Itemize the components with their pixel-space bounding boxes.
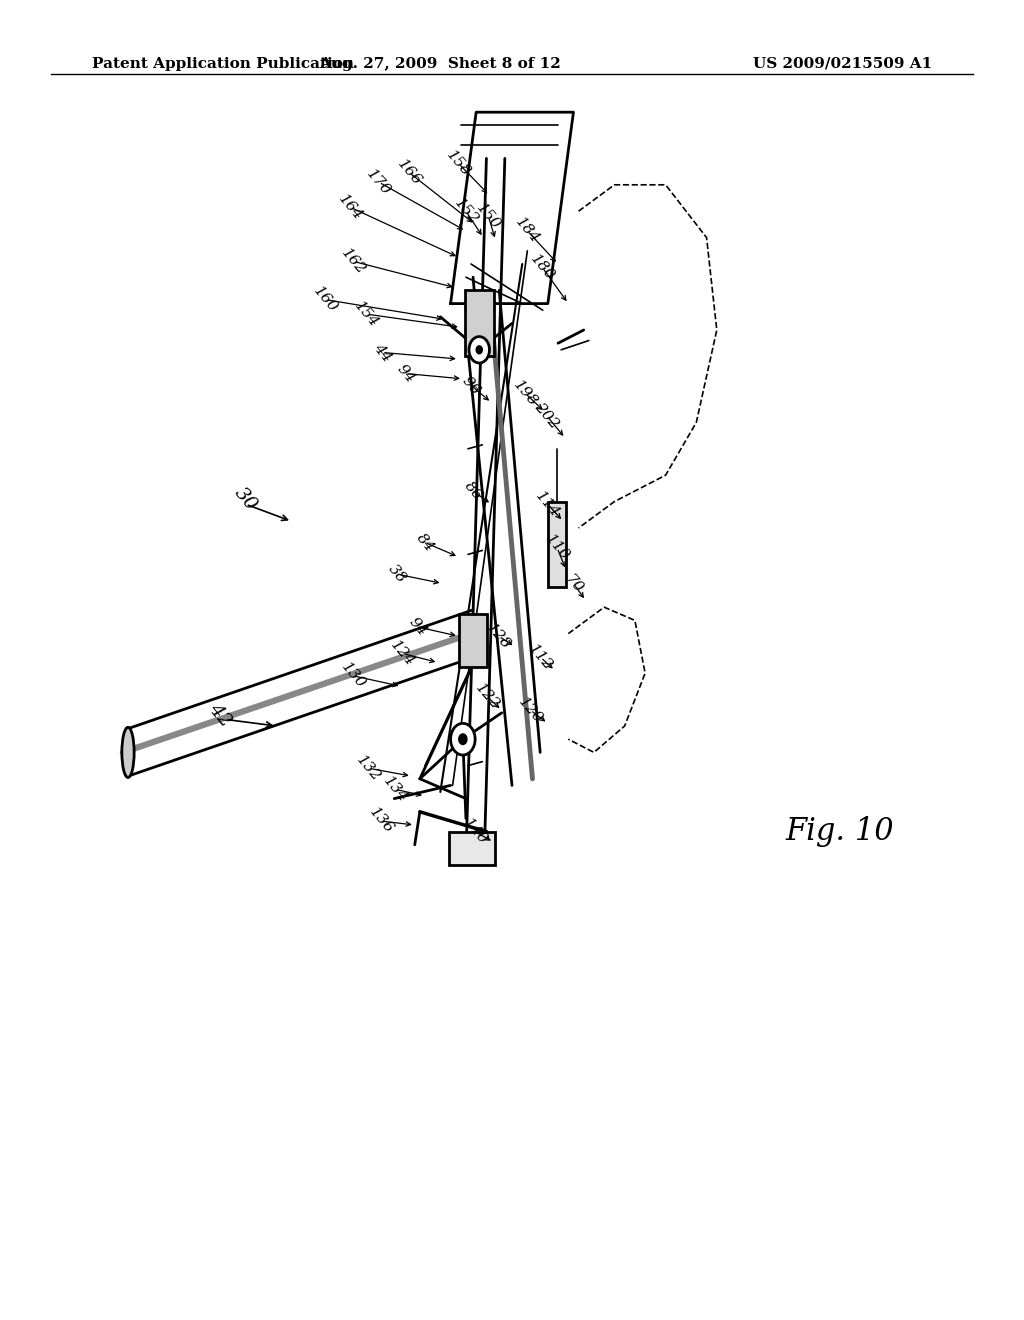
Bar [465, 290, 494, 356]
Text: 84: 84 [414, 531, 436, 554]
Text: 130: 130 [339, 660, 368, 692]
Text: 42: 42 [205, 700, 236, 731]
Text: 122: 122 [473, 681, 502, 713]
Text: 70: 70 [562, 572, 585, 595]
Circle shape [459, 734, 467, 744]
Text: 86: 86 [462, 479, 484, 503]
Text: 94: 94 [394, 362, 417, 385]
Text: 152: 152 [452, 195, 480, 227]
Text: 184: 184 [513, 215, 542, 247]
Polygon shape [451, 112, 573, 304]
Text: 202: 202 [532, 400, 561, 432]
Text: 114: 114 [534, 488, 562, 520]
Circle shape [451, 723, 475, 755]
Text: 150: 150 [474, 201, 503, 232]
Text: 140: 140 [461, 816, 489, 847]
Text: 110: 110 [543, 532, 571, 564]
Text: 44: 44 [371, 341, 393, 364]
Text: 162: 162 [339, 246, 368, 277]
Text: US 2009/0215509 A1: US 2009/0215509 A1 [753, 57, 932, 71]
Text: 124: 124 [388, 638, 417, 669]
Text: 154: 154 [352, 298, 381, 330]
Text: 170: 170 [365, 166, 393, 198]
Text: 158: 158 [444, 148, 473, 180]
Text: 160: 160 [311, 284, 340, 315]
Text: 30: 30 [230, 483, 261, 515]
Text: 180: 180 [528, 252, 557, 284]
Text: 166: 166 [395, 157, 424, 189]
Text: Aug. 27, 2009  Sheet 8 of 12: Aug. 27, 2009 Sheet 8 of 12 [319, 57, 561, 71]
Text: 134: 134 [381, 774, 410, 805]
Bar [449, 832, 495, 865]
Text: 112: 112 [526, 642, 555, 673]
Text: 96: 96 [460, 374, 482, 397]
Text: Patent Application Publication: Patent Application Publication [92, 57, 354, 71]
Text: 132: 132 [354, 752, 383, 784]
Text: 198: 198 [511, 378, 540, 409]
Ellipse shape [122, 727, 134, 777]
Text: 38: 38 [386, 562, 409, 586]
Circle shape [476, 346, 482, 354]
Text: 128: 128 [484, 620, 513, 652]
Text: 164: 164 [336, 191, 365, 223]
Bar [548, 502, 566, 587]
Text: 120: 120 [516, 694, 545, 726]
Text: Fig. 10: Fig. 10 [785, 816, 894, 847]
Bar [459, 614, 487, 667]
Text: 136: 136 [367, 805, 395, 837]
Circle shape [469, 337, 489, 363]
Text: 94: 94 [407, 615, 429, 639]
